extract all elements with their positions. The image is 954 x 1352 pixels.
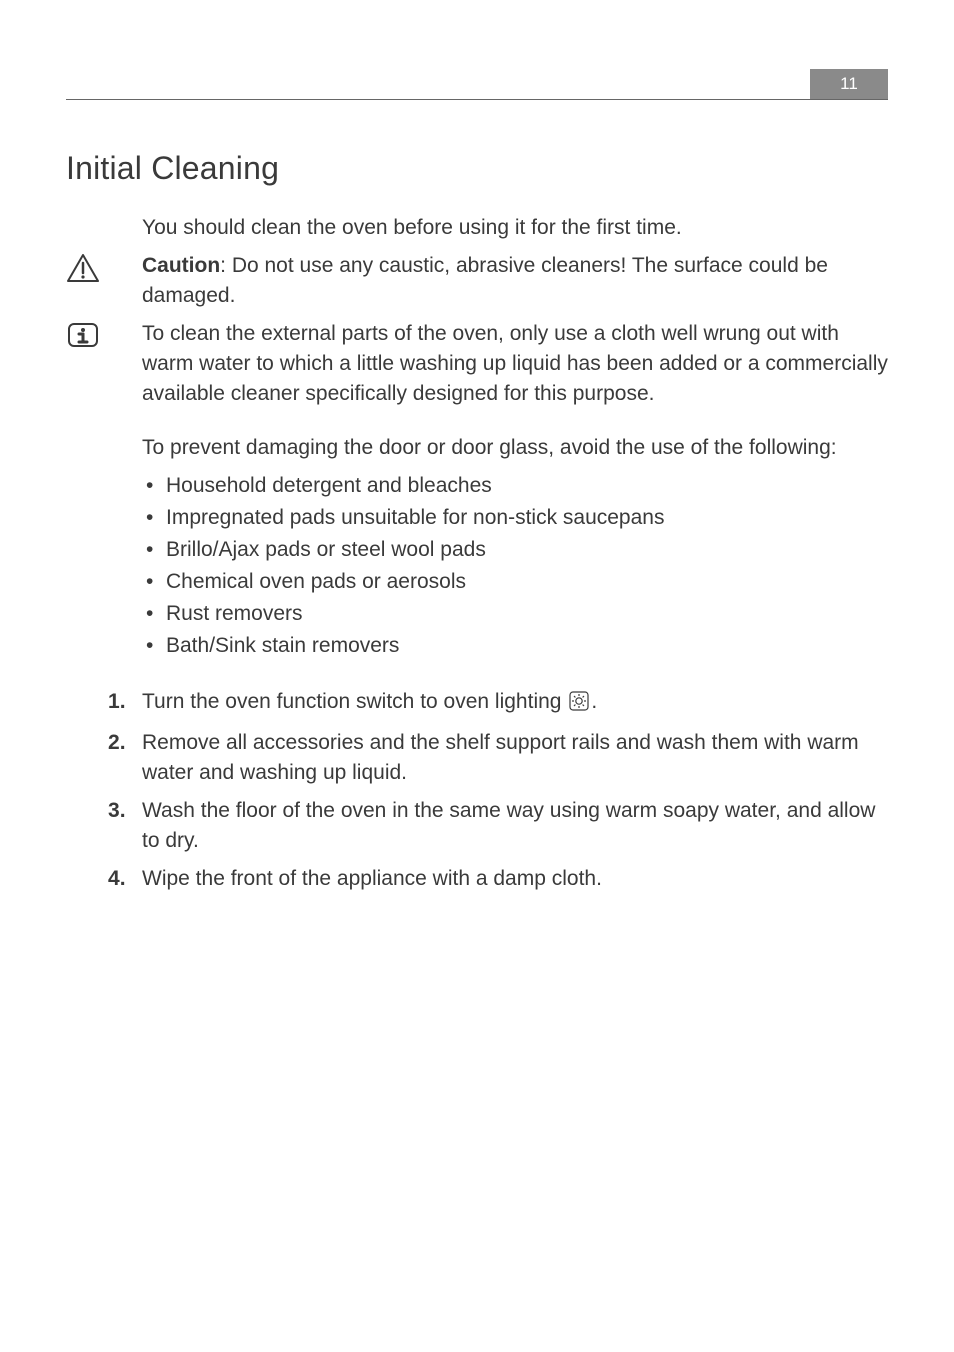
caution-text: Caution: Do not use any caustic, abrasiv… — [142, 251, 888, 311]
step-text-post: . — [591, 690, 597, 713]
intro-block: You should clean the oven before using i… — [66, 213, 888, 243]
avoid-list: Household detergent and bleaches Impregn… — [142, 471, 888, 661]
avoid-block: To prevent damaging the door or door gla… — [66, 433, 888, 661]
step-item: Wash the floor of the oven in the same w… — [108, 796, 888, 856]
list-item: Rust removers — [166, 599, 888, 629]
avoid-intro: To prevent damaging the door or door gla… — [142, 433, 888, 463]
info-text: To clean the external parts of the oven,… — [142, 319, 888, 409]
manual-page: 11 Initial Cleaning You should clean the… — [0, 0, 954, 1352]
caution-body: : Do not use any caustic, abrasive clean… — [142, 254, 828, 307]
step-item: Wipe the front of the appliance with a d… — [108, 864, 888, 894]
content-area: Initial Cleaning You should clean the ov… — [66, 150, 888, 902]
caution-icon — [66, 253, 102, 283]
list-item: Impregnated pads unsuitable for non-stic… — [166, 503, 888, 533]
list-item: Brillo/Ajax pads or steel wool pads — [166, 535, 888, 565]
intro-text: You should clean the oven before using i… — [142, 213, 888, 243]
header-rule — [66, 99, 888, 100]
caution-label: Caution — [142, 254, 220, 277]
list-item: Bath/Sink stain removers — [166, 631, 888, 661]
info-icon — [66, 321, 102, 349]
caution-block: Caution: Do not use any caustic, abrasiv… — [66, 251, 888, 311]
steps-block: Turn the oven function switch to oven li… — [66, 687, 888, 894]
spacer — [66, 417, 888, 433]
oven-light-icon — [569, 690, 589, 720]
section-title: Initial Cleaning — [66, 150, 888, 187]
info-block: To clean the external parts of the oven,… — [66, 319, 888, 409]
list-item: Chemical oven pads or aerosols — [166, 567, 888, 597]
step-text-pre: Turn the oven function switch to oven li… — [142, 690, 567, 713]
steps-list: Turn the oven function switch to oven li… — [108, 687, 888, 894]
page-number-tab: 11 — [810, 69, 888, 99]
step-item: Turn the oven function switch to oven li… — [108, 687, 888, 720]
step-item: Remove all accessories and the shelf sup… — [108, 728, 888, 788]
page-number: 11 — [840, 74, 858, 93]
list-item: Household detergent and bleaches — [166, 471, 888, 501]
